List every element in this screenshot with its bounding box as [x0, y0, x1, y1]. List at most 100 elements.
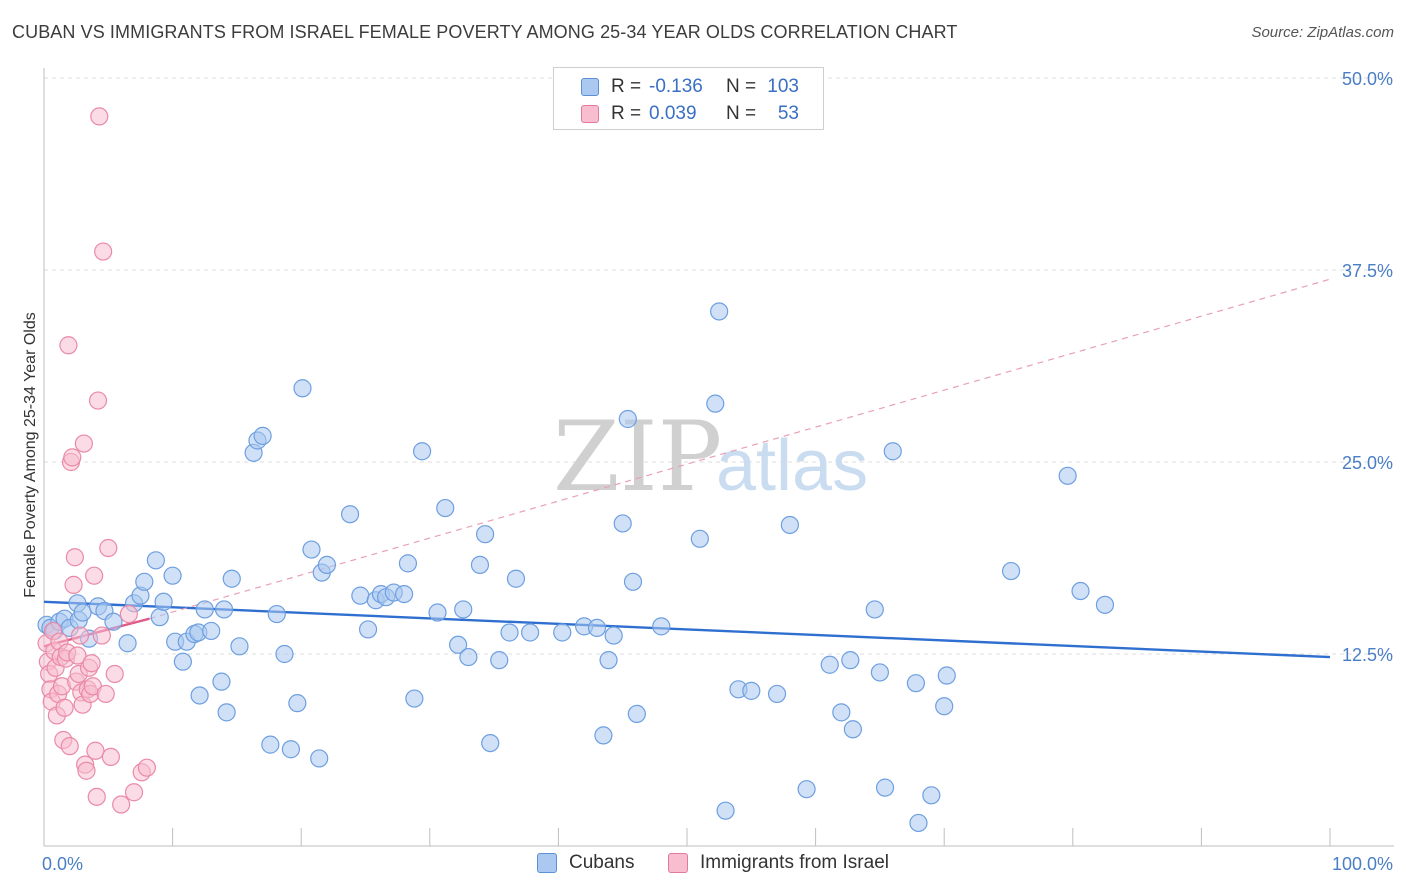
point-cubans [358, 620, 378, 639]
point-cubans [154, 592, 173, 611]
point-cubans [454, 600, 473, 619]
point-cubans [690, 529, 709, 548]
point-cubans [922, 786, 941, 805]
legend-n-label: N = [726, 76, 757, 97]
point-cubans [865, 600, 884, 619]
point-cubans [470, 555, 490, 575]
point-israel [55, 698, 74, 717]
point-cubans [506, 569, 526, 588]
watermark-atlas: atlas [716, 426, 868, 506]
legend-row-israel: R = 0.039 N = 53 [554, 101, 823, 129]
point-israel [63, 448, 82, 467]
point-cubans [623, 572, 643, 591]
point-israel [119, 604, 138, 624]
point-cubans [118, 634, 137, 653]
point-cubans [1058, 466, 1077, 485]
point-cubans [780, 515, 799, 535]
point-cubans [340, 505, 360, 524]
point-israel [59, 336, 78, 355]
point-israel [64, 575, 83, 594]
point-cubans [716, 801, 735, 820]
point-israel [77, 761, 96, 780]
trend-israel-extended [149, 278, 1331, 620]
point-cubans [163, 566, 182, 585]
point-cubans [146, 551, 165, 570]
point-israel [60, 737, 79, 756]
point-cubans [317, 555, 337, 575]
y-tick-label: 50.0% [1342, 69, 1393, 89]
point-cubans [627, 704, 646, 724]
point-cubans [521, 623, 540, 642]
point-cubans [436, 498, 455, 518]
axes [43, 68, 1394, 847]
data-points [37, 107, 1115, 833]
point-cubans [195, 600, 214, 619]
point-cubans [767, 684, 787, 704]
point-cubans [222, 569, 241, 588]
bottom-legend-label: Immigrants from Israel [700, 852, 889, 873]
point-cubans [481, 733, 500, 753]
point-cubans [412, 442, 432, 461]
point-israel [88, 391, 108, 410]
point-cubans [618, 409, 637, 429]
legend-n-label: N = [726, 103, 757, 124]
point-cubans [104, 612, 123, 631]
legend-n-value: 103 [767, 76, 799, 97]
point-israel [124, 783, 144, 802]
point-cubans [293, 379, 312, 398]
point-cubans [281, 740, 301, 759]
point-cubans [230, 637, 249, 656]
point-cubans [190, 686, 209, 705]
point-cubans [73, 603, 92, 622]
point-cubans [594, 726, 613, 745]
point-cubans [870, 663, 890, 682]
legend-row-cubans: R = -0.136 N = 103 [554, 74, 823, 102]
point-cubans [883, 442, 902, 461]
point-cubans [500, 623, 519, 642]
point-cubans [398, 554, 418, 573]
legend-r-label: R = [611, 103, 642, 124]
point-cubans [706, 394, 725, 413]
legend-n-value: 53 [777, 103, 799, 124]
chart-title: CUBAN VS IMMIGRANTS FROM ISRAEL FEMALE P… [12, 22, 958, 42]
x-tick-label: 0.0% [42, 854, 83, 874]
point-cubans [587, 618, 607, 637]
point-israel [85, 566, 104, 585]
point-cubans [909, 813, 928, 833]
point-israel [99, 538, 118, 558]
point-cubans [253, 426, 272, 445]
point-cubans [1071, 581, 1090, 601]
point-israel [94, 242, 113, 261]
point-cubans [820, 655, 839, 674]
point-cubans [1095, 595, 1115, 614]
point-israel [90, 107, 109, 126]
y-tick-label: 25.0% [1342, 453, 1393, 473]
point-cubans [652, 617, 671, 636]
point-cubans [553, 623, 572, 642]
point-israel [68, 646, 87, 665]
bottom-legend-swatch-cubans [537, 853, 557, 873]
point-cubans [906, 674, 926, 693]
tick-labels: 12.5% 25.0% 37.5% 50.0% 0.0% 100.0% [42, 69, 1393, 874]
point-israel [96, 684, 115, 704]
point-israel [87, 787, 106, 806]
point-cubans [428, 603, 447, 622]
point-israel [112, 795, 131, 814]
point-cubans [935, 697, 954, 716]
point-cubans [448, 635, 468, 654]
point-israel [70, 626, 90, 645]
point-cubans [212, 672, 231, 691]
point-cubans [135, 572, 154, 591]
bottom-legend-label: Cubans [569, 852, 635, 873]
point-israel [86, 741, 105, 760]
point-cubans [275, 644, 294, 664]
point-cubans [841, 651, 860, 670]
point-cubans [351, 586, 370, 605]
grid-lines [44, 77, 1394, 655]
bottom-legend-swatch-israel [668, 853, 688, 873]
point-cubans [490, 651, 509, 670]
point-cubans [742, 681, 761, 700]
point-cubans [599, 651, 618, 670]
point-cubans [832, 703, 851, 722]
point-cubans [217, 703, 236, 722]
